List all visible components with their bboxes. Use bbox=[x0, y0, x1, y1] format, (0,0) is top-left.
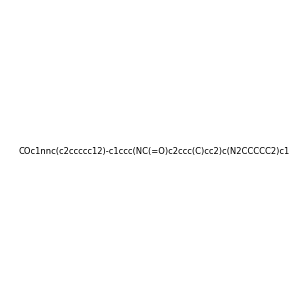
Text: COc1nnc(c2ccccc12)-c1ccc(NC(=O)c2ccc(C)cc2)c(N2CCCCC2)c1: COc1nnc(c2ccccc12)-c1ccc(NC(=O)c2ccc(C)c… bbox=[18, 147, 290, 156]
